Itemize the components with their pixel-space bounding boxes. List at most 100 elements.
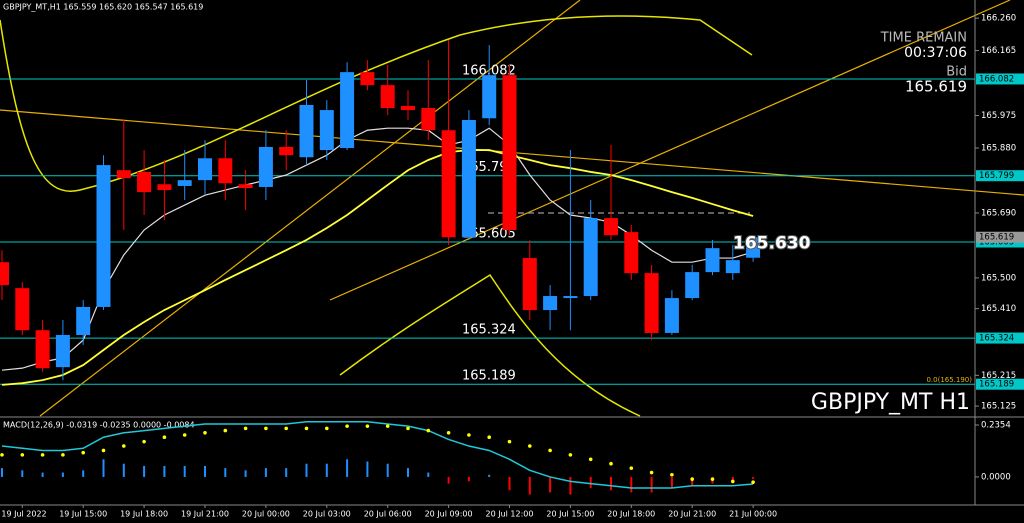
macd-histogram-bar <box>488 474 491 477</box>
candle-body <box>705 248 720 273</box>
macd-histogram-bar <box>346 459 349 477</box>
signal-dot <box>81 450 85 455</box>
signal-dot <box>629 466 634 470</box>
y-tick-label: 166.260 <box>981 14 1016 24</box>
candle-body <box>35 330 50 369</box>
macd-histogram-bar <box>204 465 206 477</box>
candle-body <box>563 296 578 299</box>
level-axis-box <box>976 332 1024 344</box>
time-remain-label: TIME REMAIN <box>880 31 967 46</box>
level-axis-label: 165.799 <box>979 171 1014 181</box>
candle-body <box>746 237 761 258</box>
macd-histogram-bar <box>569 476 572 495</box>
x-tick-label: 20 Jul 15:00 <box>546 510 594 519</box>
candle-body <box>360 72 375 86</box>
candle-body <box>0 262 9 286</box>
macd-histogram-bar <box>224 468 227 477</box>
candle-body <box>522 258 537 311</box>
candle-body <box>461 119 476 238</box>
y-tick-label: 165.690 <box>981 208 1016 218</box>
last-price-label: 165.630 <box>733 233 811 253</box>
candle-body <box>604 218 618 236</box>
candle-body <box>279 146 294 156</box>
signal-dot <box>528 444 532 448</box>
signal-dot <box>365 424 370 428</box>
candle-body <box>15 288 30 331</box>
macd-line <box>1 421 754 489</box>
x-tick-label: 20 Jul 09:00 <box>425 510 473 519</box>
y-tick-label: 0.0000 <box>981 472 1011 482</box>
signal-dot <box>548 448 552 453</box>
macd-histogram-bar <box>427 472 430 477</box>
candle-body <box>380 85 395 109</box>
candle-body <box>502 75 517 231</box>
macd-histogram-bar <box>610 476 612 491</box>
signal-dot <box>649 470 654 475</box>
macd-histogram-bar <box>589 476 592 488</box>
level-label: 165.189 <box>462 369 516 384</box>
signal-dot <box>243 426 248 431</box>
level-axis-label: 165.189 <box>979 380 1014 390</box>
signal-dot <box>20 453 25 457</box>
macd-histogram-bar <box>305 463 308 477</box>
candle-body <box>198 158 212 181</box>
signal-dot <box>223 428 228 433</box>
signal-dot <box>325 426 329 431</box>
candle-body <box>482 75 497 119</box>
macd-histogram-bar <box>325 463 328 477</box>
trend-lines <box>0 0 1024 417</box>
trend-line <box>329 0 1011 301</box>
signal-dot <box>122 444 126 448</box>
signal-dot <box>446 430 451 435</box>
macd-histogram-bar <box>691 476 694 486</box>
signal-dot <box>162 435 167 440</box>
time-remain: 00:37:06 <box>904 45 967 61</box>
symbol-label: GBPJPY_MT H1 <box>811 390 970 415</box>
bid-axis-label: 165.619 <box>979 233 1014 243</box>
trend-line <box>39 0 581 417</box>
signal-dot <box>710 477 715 481</box>
x-tick-label: 21 Jul 00:00 <box>729 510 777 519</box>
candle-body <box>725 260 740 274</box>
macd-histogram-bar <box>82 470 85 477</box>
x-tick-label: 20 Jul 18:00 <box>607 510 655 519</box>
signal-dot <box>182 433 187 437</box>
signal-dot <box>568 453 573 457</box>
x-tick-label: 19 Jul 15:00 <box>59 510 107 519</box>
level-axis-box <box>976 170 1024 182</box>
x-tick-label: 20 Jul 06:00 <box>364 510 412 519</box>
bid-axis-box <box>976 231 1024 243</box>
macd-header: MACD(12,26,9) -0.0319 -0.0235 0.0000 -0.… <box>3 421 195 430</box>
macd-histogram-bar <box>264 468 267 477</box>
candle-body <box>685 272 700 299</box>
signal-dot <box>507 439 512 444</box>
candle-body <box>258 146 273 187</box>
level-axis-box <box>976 378 1024 390</box>
candle-body <box>157 184 172 191</box>
candle-body <box>644 273 659 333</box>
y-tick-label: 165.125 <box>981 402 1016 412</box>
macd-histogram-bar <box>102 459 105 477</box>
signal-dot <box>40 453 45 457</box>
macd-histogram-bar <box>386 463 389 477</box>
candle-body <box>340 72 355 149</box>
signal-dot <box>101 448 106 453</box>
x-tick-label: 19 Jul 2022 <box>1 510 46 519</box>
candle-body <box>583 218 598 297</box>
candle-body <box>543 296 558 311</box>
y-tick-label: 165.880 <box>981 144 1016 154</box>
band-upper <box>0 15 753 192</box>
signal-dot <box>670 472 674 477</box>
macd-histogram-bar <box>366 461 369 477</box>
macd-histogram-bar <box>508 476 511 491</box>
x-tick-label: 19 Jul 21:00 <box>181 510 229 519</box>
macd-histogram-bar <box>61 472 64 477</box>
macd-histogram-bar <box>549 476 552 493</box>
macd-histogram-bar <box>285 468 288 477</box>
y-tick-label: 165.500 <box>981 273 1016 283</box>
macd-histogram-bar <box>407 468 409 477</box>
candle-body <box>299 104 314 158</box>
macd-histogram-bar <box>183 465 186 477</box>
signal-dot <box>731 479 735 484</box>
